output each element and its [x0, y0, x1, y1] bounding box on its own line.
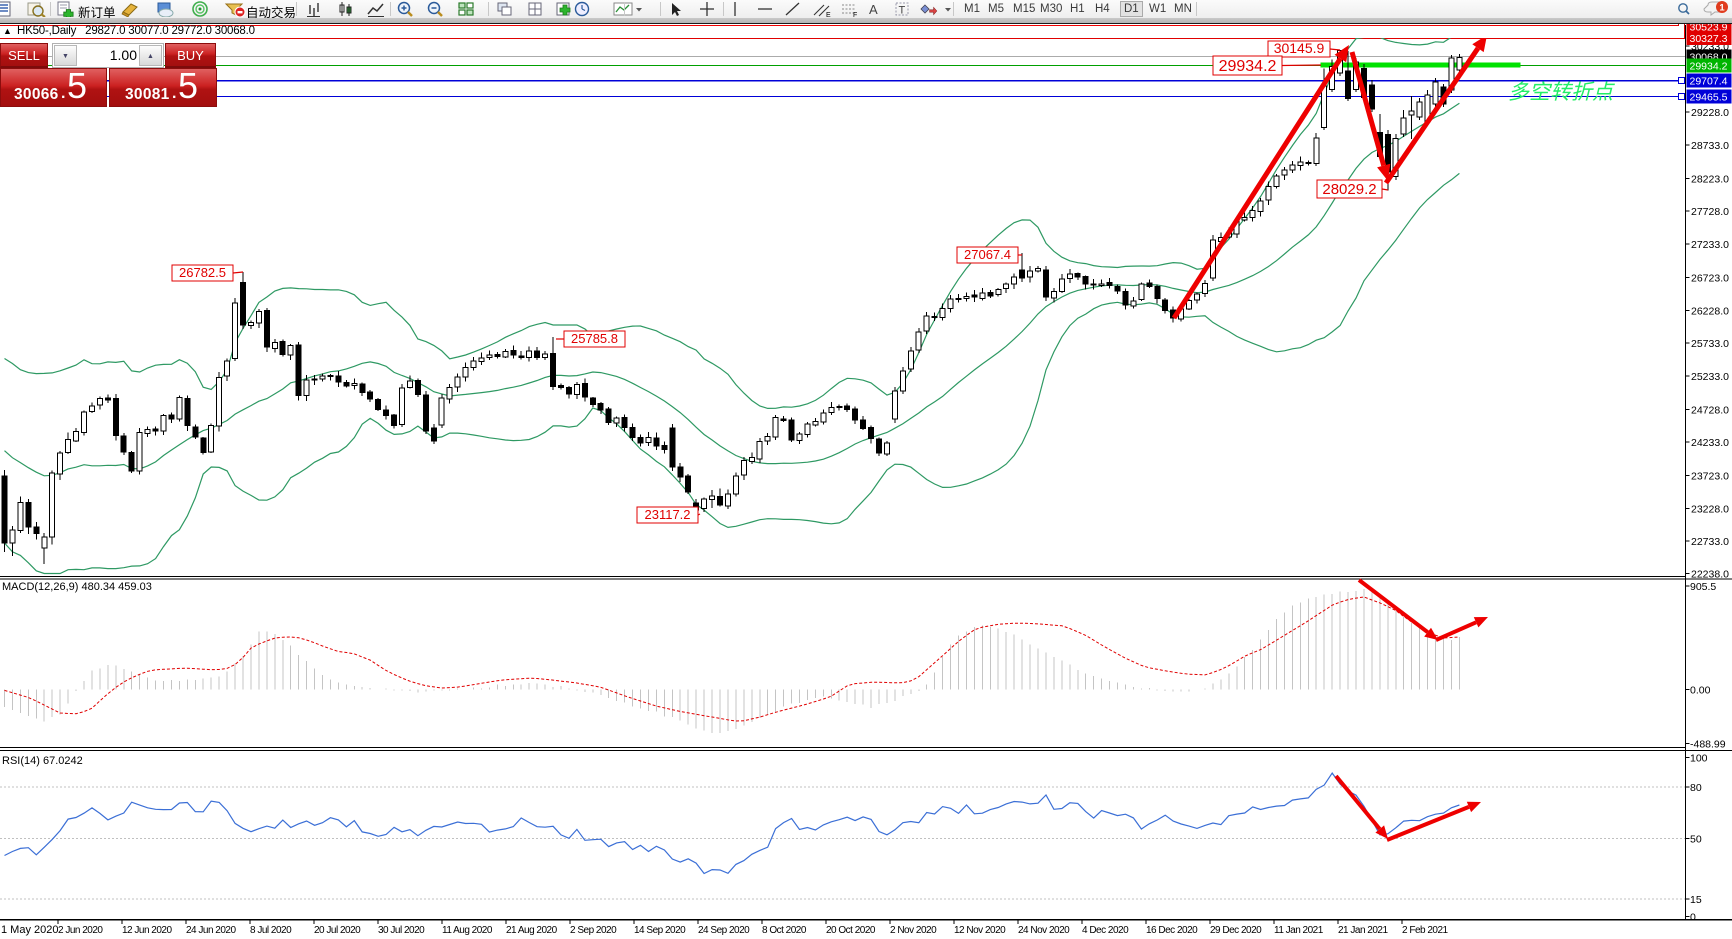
svg-text:80: 80	[1690, 782, 1702, 794]
svg-text:21 Aug 2020: 21 Aug 2020	[506, 925, 558, 936]
svg-text:100: 100	[1690, 752, 1708, 764]
svg-text:27233.0: 27233.0	[1691, 239, 1729, 251]
svg-text:27067.4: 27067.4	[964, 247, 1011, 262]
svg-text:26723.0: 26723.0	[1691, 273, 1729, 285]
svg-text:1 May 2020: 1 May 2020	[1, 924, 58, 936]
svg-text:11 Aug 2020: 11 Aug 2020	[442, 925, 493, 936]
svg-text:26228.0: 26228.0	[1691, 305, 1729, 317]
svg-text:12 Nov 2020: 12 Nov 2020	[954, 925, 1006, 936]
svg-text:22733.0: 22733.0	[1691, 536, 1729, 548]
svg-text:29228.0: 29228.0	[1691, 107, 1729, 119]
svg-text:24728.0: 24728.0	[1691, 404, 1729, 416]
svg-text:30327.3: 30327.3	[1690, 33, 1728, 45]
svg-text:29 Dec 2020: 29 Dec 2020	[1210, 925, 1262, 936]
svg-text:2 Sep 2020: 2 Sep 2020	[570, 925, 617, 936]
svg-text:24 Sep 2020: 24 Sep 2020	[698, 925, 750, 936]
svg-text:2 Jun 2020: 2 Jun 2020	[58, 925, 103, 936]
svg-text:30145.9: 30145.9	[1274, 40, 1325, 56]
svg-text:22238.0: 22238.0	[1691, 569, 1729, 581]
svg-text:29934.2: 29934.2	[1690, 61, 1728, 73]
svg-text:4 Dec 2020: 4 Dec 2020	[1082, 925, 1129, 936]
svg-text:E: E	[826, 12, 831, 17]
svg-text:29934.2: 29934.2	[1219, 58, 1277, 75]
svg-text:21 Jan 2021: 21 Jan 2021	[1338, 925, 1388, 936]
svg-text:20 Oct 2020: 20 Oct 2020	[826, 925, 876, 936]
svg-text:23117.2: 23117.2	[644, 507, 690, 522]
svg-text:8 Jul 2020: 8 Jul 2020	[250, 925, 292, 936]
svg-text:905.5: 905.5	[1690, 581, 1716, 593]
svg-text:28029.2: 28029.2	[1322, 181, 1376, 198]
svg-text:50: 50	[1690, 834, 1702, 846]
svg-text:25233.0: 25233.0	[1691, 371, 1729, 383]
svg-text:12 Jun 2020: 12 Jun 2020	[122, 925, 172, 936]
svg-text:23228.0: 23228.0	[1691, 503, 1729, 515]
svg-text:25733.0: 25733.0	[1691, 338, 1729, 350]
svg-text:29465.5: 29465.5	[1690, 92, 1728, 104]
svg-text:0.00: 0.00	[1690, 685, 1711, 697]
svg-text:20 Jul 2020: 20 Jul 2020	[314, 925, 361, 936]
svg-text:30523.9: 30523.9	[1690, 22, 1728, 34]
svg-text:A: A	[869, 2, 878, 17]
svg-text:28733.0: 28733.0	[1691, 140, 1729, 152]
svg-text:15: 15	[1690, 894, 1702, 906]
svg-text:24 Jun 2020: 24 Jun 2020	[186, 925, 236, 936]
svg-text:MACD(12,26,9) 480.34 459.03: MACD(12,26,9) 480.34 459.03	[2, 581, 152, 593]
svg-text:27728.0: 27728.0	[1691, 206, 1729, 218]
svg-text:26782.5: 26782.5	[179, 265, 226, 280]
svg-text:F: F	[853, 12, 857, 17]
svg-text:1: 1	[1719, 3, 1725, 14]
svg-text:RSI(14) 67.0242: RSI(14) 67.0242	[2, 755, 83, 767]
svg-text:29707.4: 29707.4	[1690, 76, 1728, 88]
svg-text:16 Dec 2020: 16 Dec 2020	[1146, 925, 1198, 936]
svg-text:25785.8: 25785.8	[571, 331, 618, 346]
svg-text:14 Sep 2020: 14 Sep 2020	[634, 925, 686, 936]
svg-text:30 Jul 2020: 30 Jul 2020	[378, 925, 425, 936]
svg-text:2 Nov 2020: 2 Nov 2020	[890, 925, 937, 936]
svg-text:多空转折点: 多空转折点	[1508, 81, 1615, 104]
svg-text:24 Nov 2020: 24 Nov 2020	[1018, 925, 1070, 936]
svg-text:-488.99: -488.99	[1690, 739, 1726, 751]
svg-text:24233.0: 24233.0	[1691, 437, 1729, 449]
svg-text:0: 0	[1690, 912, 1696, 924]
svg-text:11 Jan 2021: 11 Jan 2021	[1274, 925, 1324, 936]
svg-text:23723.0: 23723.0	[1691, 471, 1729, 483]
svg-text:8 Oct 2020: 8 Oct 2020	[762, 925, 807, 936]
svg-text:T: T	[899, 5, 906, 17]
svg-text:2 Feb 2021: 2 Feb 2021	[1402, 925, 1449, 936]
svg-text:28223.0: 28223.0	[1691, 174, 1729, 186]
